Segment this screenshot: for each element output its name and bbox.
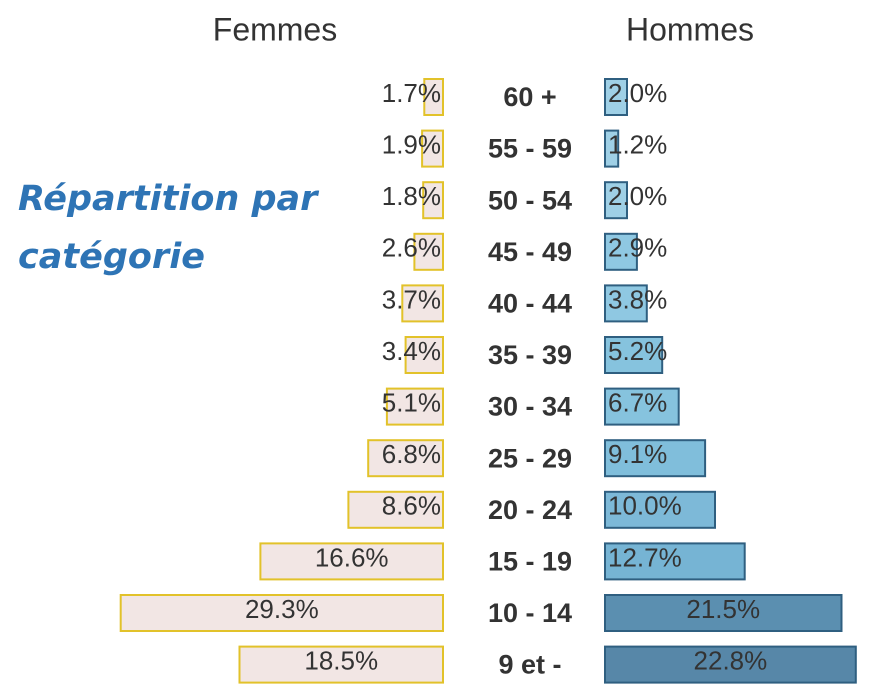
bar: [604, 181, 628, 220]
bar: [347, 490, 444, 529]
category-label: 30 - 34: [488, 392, 572, 422]
bar: [238, 645, 444, 684]
bar: [404, 336, 445, 374]
value-label: 1.8%: [382, 181, 441, 211]
bar: [604, 387, 680, 426]
value-label: 10.0%: [608, 491, 682, 521]
value-label: 8.6%: [382, 491, 441, 521]
bar: [604, 439, 707, 478]
bar: [604, 78, 628, 116]
category-label: 45 - 49: [488, 237, 572, 267]
value-label: 3.4%: [382, 336, 441, 366]
bar: [367, 439, 445, 478]
category-label: 55 - 59: [488, 134, 572, 164]
bar: [604, 542, 746, 581]
value-label: 1.7%: [382, 78, 441, 108]
bar: [604, 490, 716, 529]
category-label: 40 - 44: [488, 289, 572, 319]
bar: [604, 336, 664, 374]
category-label: 50 - 54: [488, 185, 572, 215]
bar: [604, 645, 857, 684]
value-label: 9.1%: [608, 439, 667, 469]
value-label: 2.0%: [608, 181, 667, 211]
category-label: 10 - 14: [488, 598, 572, 628]
value-label: 12.7%: [608, 542, 682, 572]
value-label: 16.6%: [315, 542, 389, 572]
category-label: 25 - 29: [488, 443, 572, 473]
value-label: 2.6%: [382, 233, 441, 263]
legend-label: Hommes: [626, 11, 754, 47]
bar: [604, 284, 648, 323]
bar: [422, 181, 445, 220]
value-label: 2.9%: [608, 233, 667, 263]
bar: [385, 387, 444, 426]
value-label: 6.7%: [608, 387, 667, 417]
value-label: 29.3%: [245, 594, 319, 624]
value-label: 1.2%: [608, 129, 667, 159]
category-label: 35 - 39: [488, 340, 572, 370]
value-label: 3.7%: [382, 284, 441, 314]
bar: [413, 232, 444, 271]
value-label: 6.8%: [382, 439, 441, 469]
category-label: 15 - 19: [488, 547, 572, 577]
legend-label: Femmes: [213, 11, 337, 47]
bar: [604, 129, 620, 168]
value-label: 3.8%: [608, 284, 667, 314]
bar: [259, 542, 444, 581]
chart-title: Répartition par catégorie: [18, 179, 318, 277]
category-label: 60 +: [503, 82, 556, 112]
value-label: 21.5%: [686, 594, 760, 624]
bar: [401, 284, 444, 323]
bar: [119, 594, 444, 632]
value-label: 22.8%: [694, 645, 768, 675]
category-label: 9 et -: [498, 650, 561, 680]
value-label: 18.5%: [304, 645, 378, 675]
value-label: 1.9%: [382, 129, 441, 159]
category-label: 20 - 24: [488, 495, 572, 525]
bar: [604, 232, 638, 271]
value-label: 2.0%: [608, 78, 667, 108]
bar: [604, 594, 843, 632]
value-label: 5.1%: [382, 387, 441, 417]
bar: [421, 129, 445, 168]
bar: [423, 78, 444, 116]
value-label: 5.2%: [608, 336, 667, 366]
